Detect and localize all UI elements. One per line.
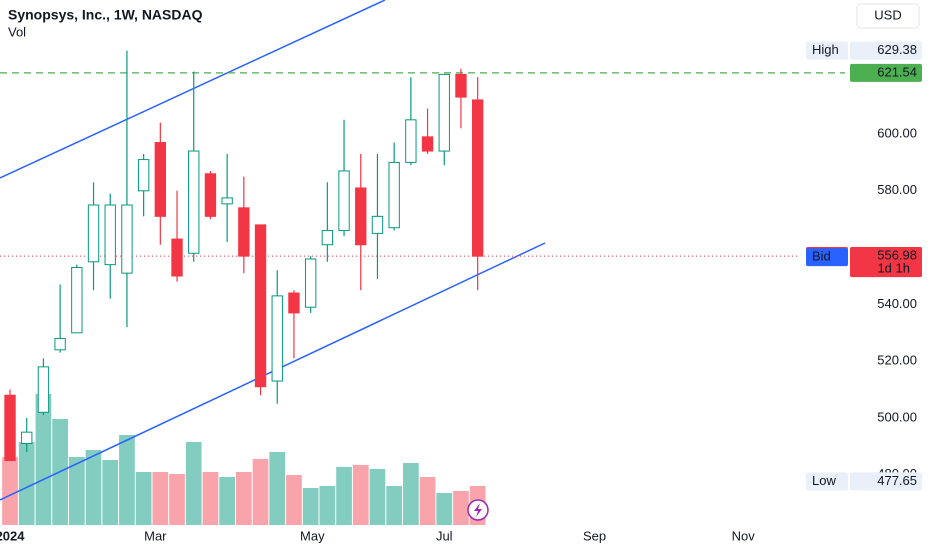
candle-body	[154, 142, 167, 217]
candle-body	[4, 394, 16, 462]
lightning-glyph	[474, 503, 482, 517]
volume-bar	[202, 472, 219, 525]
volume-bar	[185, 442, 202, 525]
chart-title: Synopsys, Inc., 1W, NASDAQ	[8, 7, 203, 23]
candle-body	[204, 173, 217, 217]
candle-body	[71, 266, 83, 334]
candle-body	[238, 207, 250, 257]
last-close-value: 621.54	[877, 64, 917, 79]
currency-button[interactable]	[856, 3, 920, 29]
x-tick-label: Jul	[436, 528, 453, 543]
volume-bar	[403, 463, 419, 525]
volume-bar	[453, 491, 469, 525]
candle-body	[321, 230, 334, 246]
candle-body	[438, 73, 450, 152]
chart-subtitle: Vol	[8, 24, 26, 39]
volume-bar	[302, 488, 319, 525]
volume-bar	[85, 450, 102, 525]
candle-body	[271, 295, 283, 382]
x-tick-label: 2024	[0, 528, 25, 543]
volume-bar	[152, 472, 169, 525]
candle-body	[37, 366, 50, 413]
candle-body	[221, 197, 233, 205]
volume-bar	[369, 469, 386, 525]
y-tick-label: 600.00	[877, 125, 917, 140]
candle-body	[288, 292, 300, 314]
low-value: 477.65	[877, 473, 917, 488]
high-name: High	[812, 42, 839, 57]
volume-bar	[269, 452, 286, 525]
volume-bar	[219, 477, 235, 525]
volume-bar	[68, 457, 85, 525]
high-value: 629.38	[877, 42, 917, 57]
y-tick-label: 520.00	[877, 353, 917, 368]
candle-body	[371, 215, 384, 234]
high-box	[850, 41, 922, 60]
price-box	[850, 247, 922, 278]
currency-label: USD	[874, 7, 901, 22]
candle-body	[254, 224, 267, 388]
volume-bar	[2, 457, 18, 525]
volume-bar	[119, 435, 135, 525]
volume-bar	[319, 486, 336, 525]
candle-body	[455, 73, 467, 98]
candle-body	[104, 204, 116, 266]
candle-body	[338, 170, 350, 232]
candle-body	[137, 159, 150, 192]
volume-bar	[102, 460, 119, 525]
candle-body	[54, 337, 66, 351]
x-tick-label: Sep	[583, 528, 606, 543]
candle-body	[121, 204, 133, 274]
y-tick-label: 580.00	[877, 182, 917, 197]
volume-bar	[252, 459, 269, 525]
bid-name: Bid	[812, 249, 831, 264]
volume-bar	[352, 465, 369, 525]
candle-body	[388, 161, 400, 229]
volume-bar	[235, 472, 252, 525]
volume-bar	[169, 474, 185, 525]
low-name: Low	[812, 473, 836, 488]
volume-bar	[135, 472, 152, 525]
price-countdown: 1d 1h	[877, 261, 910, 276]
volume-bar	[336, 467, 352, 525]
x-tick-label: May	[300, 528, 325, 543]
x-tick-label: Nov	[732, 528, 756, 543]
volume-bar	[419, 477, 436, 525]
volume-bar	[18, 442, 35, 525]
candle-body	[171, 238, 183, 277]
low-box	[850, 472, 922, 491]
candle-body	[87, 204, 100, 263]
candle-body	[471, 99, 484, 257]
candle-body	[421, 136, 434, 152]
candle-body	[21, 431, 33, 445]
candle-body	[355, 187, 367, 246]
volume-bar	[436, 493, 453, 525]
bid-name-box	[806, 248, 848, 267]
high-name-box	[806, 41, 848, 60]
x-tick-label: Mar	[144, 528, 167, 543]
trend-line-upper	[0, 0, 386, 179]
volume-bar	[286, 475, 302, 525]
candle-body	[405, 119, 417, 163]
y-tick-label: 540.00	[877, 296, 917, 311]
y-tick-label: 500.00	[877, 409, 917, 424]
volume-bar	[35, 394, 52, 525]
low-name-box	[806, 472, 848, 491]
candle-body	[304, 258, 317, 308]
candle-body	[188, 150, 200, 254]
price-value: 556.98	[877, 248, 917, 263]
volume-bar	[386, 486, 403, 525]
last-close-box	[850, 63, 922, 82]
